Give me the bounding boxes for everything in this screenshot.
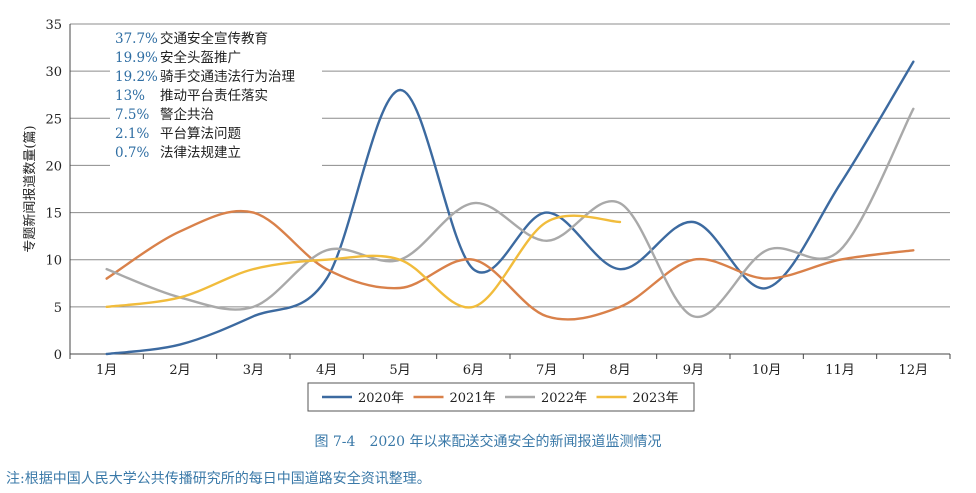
x-tick-label: 8月 — [609, 363, 630, 378]
series-line-2020年 — [105, 60, 915, 356]
y-tick-label: 35 — [45, 18, 62, 33]
legend-box — [307, 382, 695, 412]
legend-label: 2022年 — [541, 391, 587, 406]
annotation-label: 推动平台责任落实 — [160, 88, 268, 104]
y-tick-label: 30 — [45, 65, 62, 80]
x-tick-label: 6月 — [463, 363, 484, 378]
legend-label: 2020年 — [358, 391, 404, 406]
x-tick-label: 11月 — [825, 363, 855, 378]
figure-caption: 图 7-4 2020 年以来配送交通安全的新闻报道监测情况 — [314, 434, 662, 450]
chart: 0 5 10 15 20 25 30 35 1月 2月 3月 4月 5月 6月 7月 8月 9月 10月 11月 12… — [22, 18, 951, 412]
y-tick-label: 0 — [54, 348, 62, 363]
legend-label: 2021年 — [450, 391, 496, 406]
annotation-percent: 13% — [115, 88, 145, 104]
series-lines — [105, 60, 915, 356]
annotation-background — [110, 28, 322, 168]
annotation-percent: 2.1% — [115, 126, 149, 142]
y-tick-label: 5 — [54, 301, 62, 316]
axes: 0 5 10 15 20 25 30 35 1月 2月 3月 4月 5月 6月 7月 8月 9月 10月 11月 12… — [45, 18, 951, 378]
series-line-2023年 — [105, 214, 622, 309]
legend: 2020年 2021年 2022年 2023年 — [307, 382, 695, 412]
x-tick-label: 4月 — [316, 363, 337, 378]
annotation-label: 安全头盔推广 — [160, 49, 241, 66]
x-tick-label: 12月 — [899, 363, 929, 378]
x-tick-label: 7月 — [536, 363, 557, 378]
x-tick-label: 10月 — [752, 363, 782, 378]
y-tick-label: 20 — [45, 159, 62, 174]
annotation-label: 交通安全宣传教育 — [160, 30, 268, 47]
series-line-2022年 — [105, 107, 915, 318]
annotation-percent: 0.7% — [115, 145, 149, 161]
annotation-label: 骑手交通违法行为治理 — [160, 68, 295, 85]
x-tick-label: 9月 — [683, 363, 704, 378]
source-note: 注:根据中国人民大学公共传播研究所的每日中国道路安全资讯整理。 — [6, 471, 431, 487]
legend-label: 2023年 — [633, 391, 679, 406]
annotation-percent: 7.5% — [115, 107, 149, 123]
y-tick-label: 10 — [45, 254, 62, 269]
annotation-label: 警企共治 — [160, 106, 214, 123]
annotation-label: 平台算法问题 — [160, 126, 241, 142]
annotation-percent: 19.9% — [115, 50, 158, 66]
annotation-percent: 37.7% — [115, 31, 158, 47]
annotation-percent: 19.2% — [115, 69, 158, 85]
x-tick-label: 5月 — [389, 363, 410, 378]
x-tick-label: 1月 — [96, 363, 117, 378]
y-axis-label: 专题新闻报道数量(篇) — [22, 125, 38, 252]
series-line-2021年 — [105, 209, 915, 321]
x-tick-label: 3月 — [243, 363, 264, 378]
y-tick-label: 25 — [45, 112, 62, 127]
y-tick-label: 15 — [45, 207, 62, 222]
x-tick-label: 2月 — [169, 363, 190, 378]
annotation-label: 法律法规建立 — [160, 145, 241, 161]
